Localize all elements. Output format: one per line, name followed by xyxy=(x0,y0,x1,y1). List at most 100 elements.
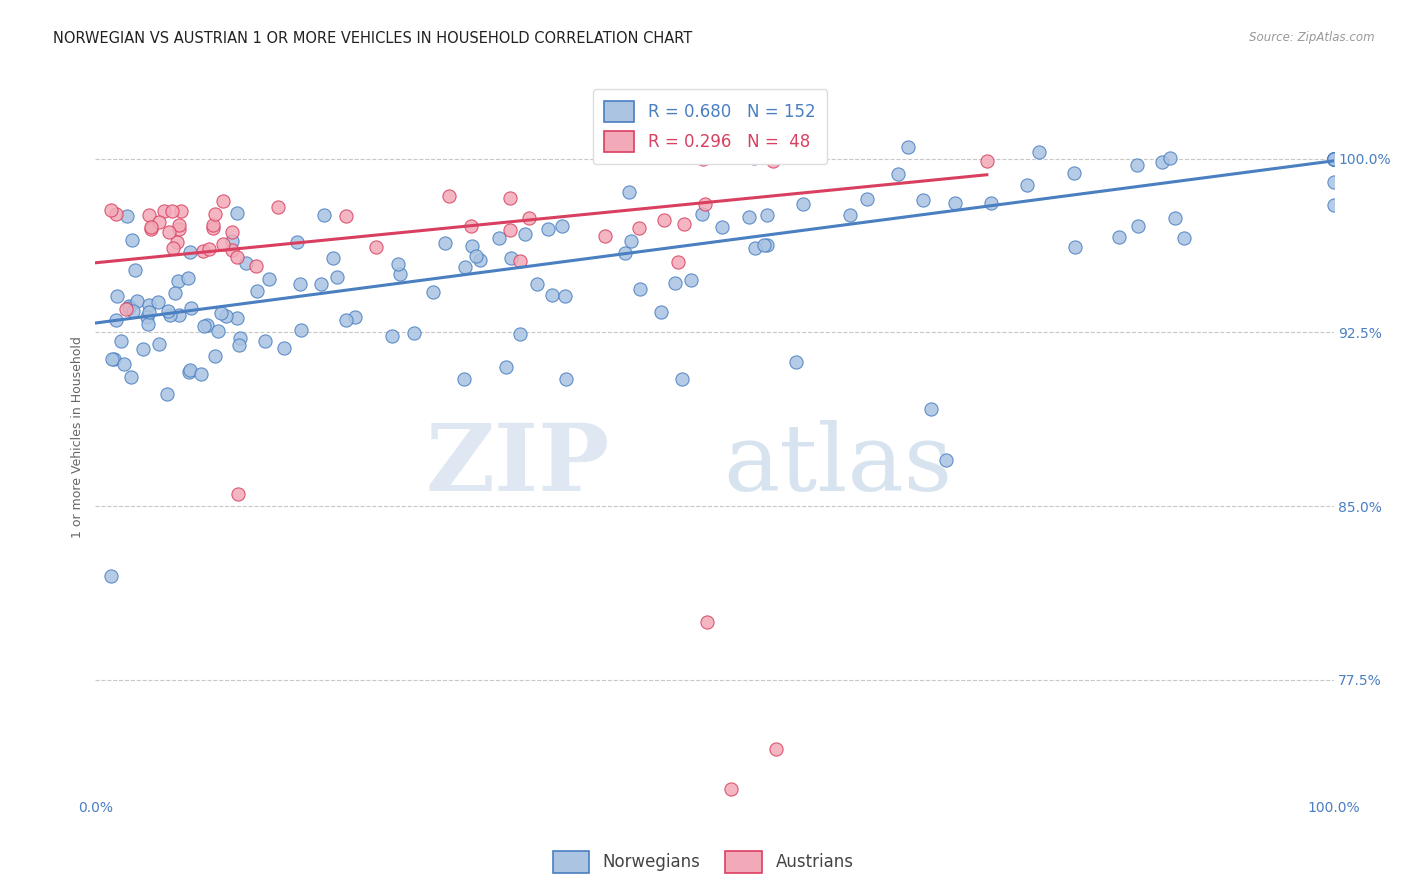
Point xyxy=(1322,152,1344,166)
Point xyxy=(246,285,269,299)
Point xyxy=(756,238,779,252)
Legend: Norwegians, Austrians: Norwegians, Austrians xyxy=(546,845,860,880)
Point xyxy=(595,228,617,243)
Point xyxy=(792,197,814,211)
Point xyxy=(139,222,162,236)
Point xyxy=(118,301,141,315)
Point xyxy=(1322,152,1344,166)
Point xyxy=(1322,152,1344,166)
Text: ZIP: ZIP xyxy=(425,420,609,510)
Point xyxy=(207,324,229,338)
Point xyxy=(1322,152,1344,166)
Legend: R = 0.680   N = 152, R = 0.296   N =  48: R = 0.680 N = 152, R = 0.296 N = 48 xyxy=(593,89,827,164)
Point xyxy=(322,251,344,265)
Point xyxy=(335,209,357,223)
Point xyxy=(197,318,219,332)
Point xyxy=(156,303,179,318)
Point xyxy=(100,568,122,582)
Point xyxy=(179,245,201,260)
Point xyxy=(312,208,335,222)
Point xyxy=(139,219,162,234)
Point xyxy=(498,223,520,237)
Point xyxy=(121,233,143,247)
Point xyxy=(170,203,193,218)
Point xyxy=(1322,152,1344,166)
Point xyxy=(912,193,935,207)
Point xyxy=(387,256,409,270)
Point xyxy=(1322,198,1344,212)
Point xyxy=(671,371,693,385)
Point xyxy=(201,221,224,235)
Point xyxy=(762,153,785,168)
Point xyxy=(1322,152,1344,166)
Point xyxy=(121,304,143,318)
Point xyxy=(1322,152,1344,166)
Point xyxy=(226,487,249,501)
Point xyxy=(696,615,718,629)
Point xyxy=(221,243,243,257)
Point xyxy=(453,371,475,385)
Point xyxy=(692,207,714,221)
Point xyxy=(1322,152,1344,166)
Point xyxy=(132,343,155,357)
Point xyxy=(138,298,160,312)
Point xyxy=(343,310,366,325)
Point xyxy=(335,313,357,327)
Point xyxy=(1322,152,1344,166)
Point xyxy=(896,140,918,154)
Point xyxy=(650,305,672,319)
Point xyxy=(714,140,737,154)
Point xyxy=(1322,152,1344,166)
Point xyxy=(160,203,183,218)
Point xyxy=(517,211,540,225)
Point xyxy=(614,246,637,260)
Point xyxy=(526,277,548,291)
Point xyxy=(1322,152,1344,166)
Point xyxy=(167,308,190,322)
Point xyxy=(381,328,404,343)
Point xyxy=(254,334,277,349)
Point xyxy=(257,271,280,285)
Point xyxy=(193,244,215,258)
Point xyxy=(221,234,243,248)
Point xyxy=(537,222,560,236)
Point xyxy=(664,276,686,290)
Point xyxy=(1322,152,1344,166)
Point xyxy=(554,288,576,302)
Point xyxy=(744,241,766,255)
Point xyxy=(169,222,191,236)
Point xyxy=(1322,152,1344,166)
Point xyxy=(652,213,675,227)
Point xyxy=(628,282,651,296)
Point xyxy=(1322,152,1344,166)
Point xyxy=(672,217,695,231)
Point xyxy=(225,251,247,265)
Point xyxy=(153,204,176,219)
Point xyxy=(1173,231,1195,245)
Point xyxy=(1322,152,1344,166)
Point xyxy=(112,357,135,371)
Point xyxy=(693,197,716,211)
Y-axis label: 1 or more Vehicles in Household: 1 or more Vehicles in Household xyxy=(72,335,84,538)
Point xyxy=(980,196,1002,211)
Point xyxy=(201,218,224,232)
Point xyxy=(461,239,484,253)
Point xyxy=(1322,152,1344,166)
Point xyxy=(197,243,219,257)
Point xyxy=(155,386,177,401)
Point xyxy=(1063,240,1085,254)
Point xyxy=(1063,166,1085,180)
Point xyxy=(756,208,779,222)
Point xyxy=(136,317,159,331)
Point xyxy=(325,270,347,285)
Point xyxy=(138,305,160,319)
Point xyxy=(1322,152,1344,166)
Point xyxy=(501,251,523,265)
Point xyxy=(495,360,517,375)
Point xyxy=(179,365,201,379)
Point xyxy=(388,267,411,281)
Point xyxy=(165,285,187,300)
Point xyxy=(468,253,491,268)
Point xyxy=(204,349,226,363)
Point xyxy=(710,219,733,234)
